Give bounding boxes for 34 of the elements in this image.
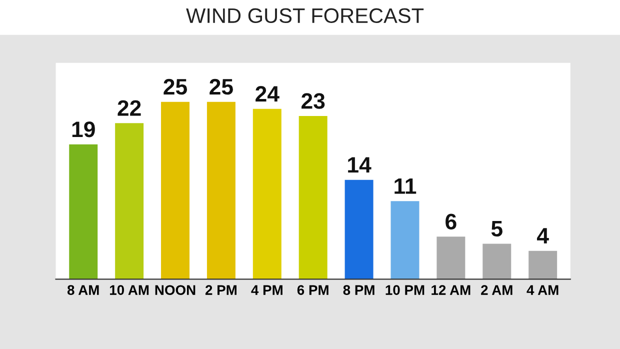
- data-label: 24: [256, 86, 280, 102]
- data-label: 6: [446, 214, 456, 230]
- x-tick-label: 4 PM: [251, 285, 282, 295]
- x-tick-label: 2 AM: [481, 285, 512, 295]
- bar: [161, 102, 190, 280]
- bar: [252, 108, 282, 280]
- bar: [298, 116, 328, 280]
- data-label: 22: [118, 100, 141, 116]
- data-label: 25: [210, 78, 233, 95]
- bar: [206, 102, 236, 280]
- data-label: 14: [348, 157, 372, 172]
- data-label: 25: [164, 78, 187, 95]
- data-label: 4: [536, 228, 549, 244]
- bar: [436, 236, 466, 280]
- data-label: 5: [491, 221, 502, 237]
- x-tick-label: 12 AM: [432, 285, 470, 295]
- x-tick-label: 10 PM: [386, 285, 424, 295]
- bar: [528, 250, 558, 280]
- data-label: 19: [72, 122, 95, 138]
- bar: [69, 144, 98, 280]
- chart-title: WIND GUST FORECAST: [186, 8, 424, 24]
- bar: [344, 180, 374, 280]
- x-tick-label: 6 PM: [297, 285, 328, 295]
- x-tick-label: 8 AM: [67, 285, 99, 295]
- bar: [390, 201, 420, 280]
- x-tick-label: NOON: [155, 285, 196, 295]
- data-label: 23: [302, 93, 325, 109]
- x-tick-label: 2 PM: [205, 285, 236, 295]
- x-tick-label: 4 AM: [526, 285, 558, 295]
- data-label: 11: [394, 178, 416, 194]
- x-tick-label: 8 PM: [343, 285, 374, 295]
- bar: [482, 244, 512, 280]
- bar: [115, 123, 144, 280]
- x-tick-label: 10 AM: [110, 285, 149, 295]
